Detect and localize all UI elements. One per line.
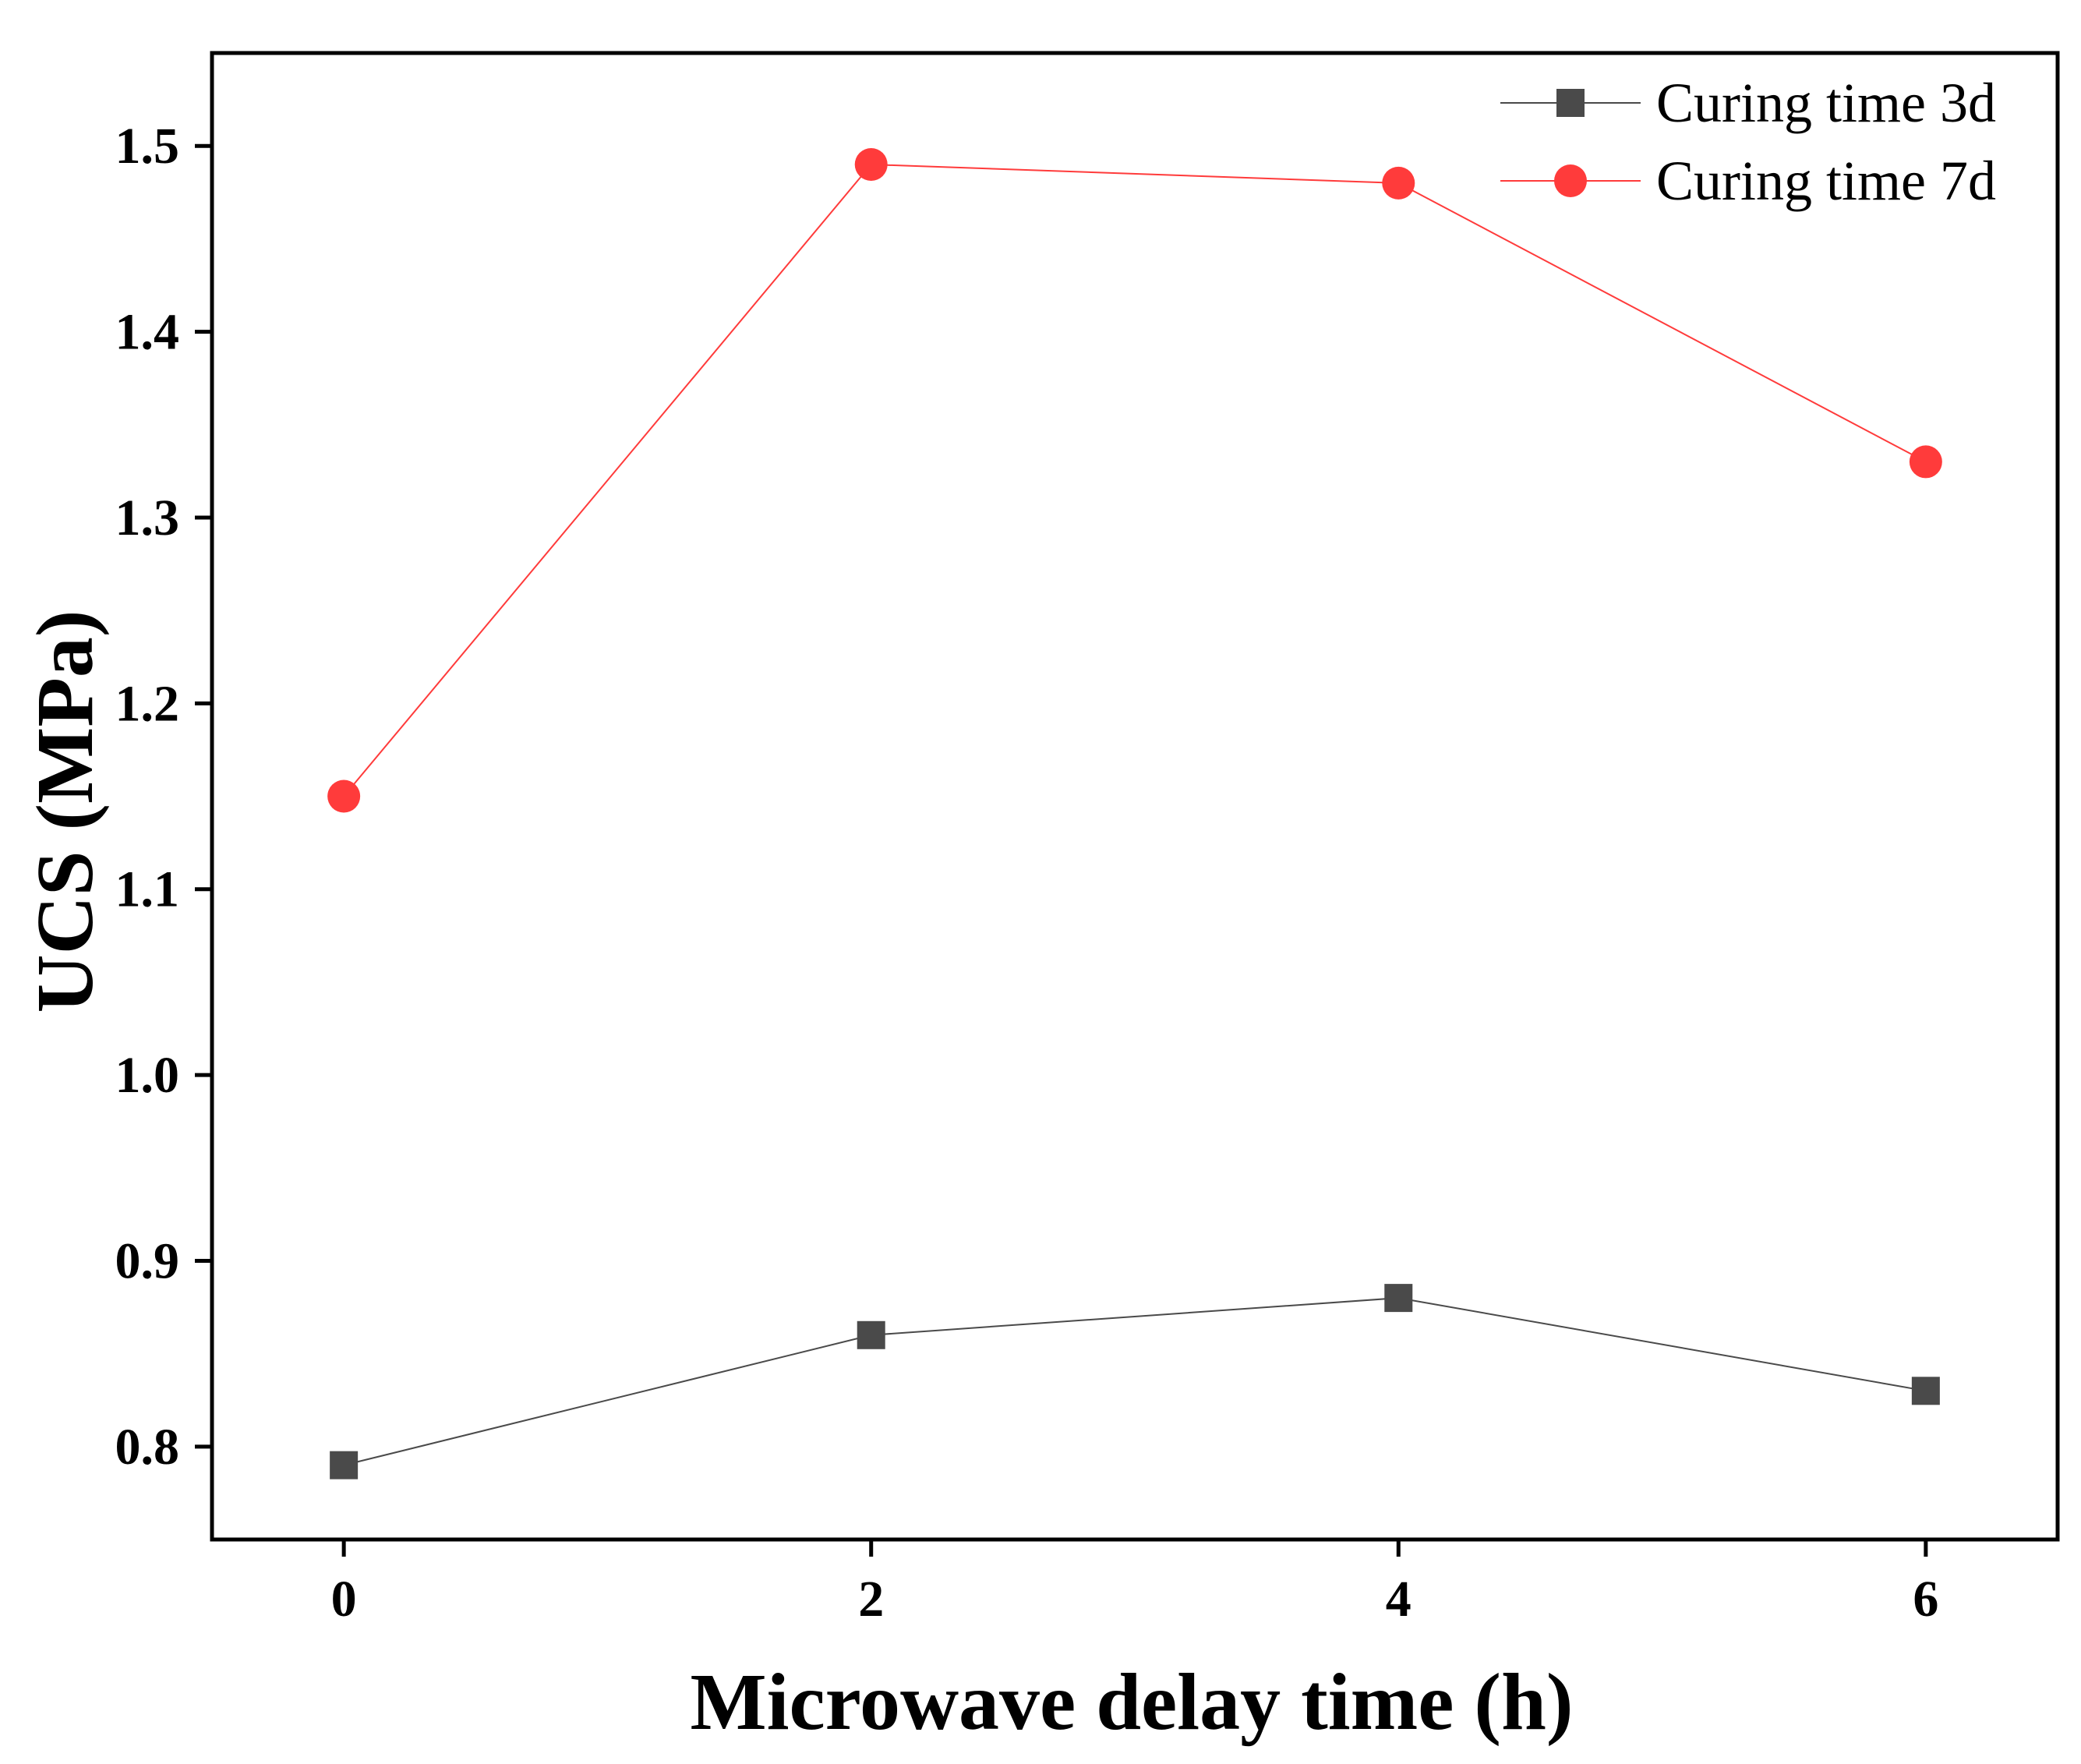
legend-label-1: Curing time 3d [1656, 72, 1996, 134]
data-point-7d [1382, 166, 1415, 200]
data-point-7d [854, 148, 888, 182]
data-point-3d [330, 1451, 359, 1479]
data-point-3d [857, 1320, 885, 1349]
series-line-2 [343, 164, 1927, 797]
data-point-3d [1911, 1377, 1940, 1405]
x-axis-title: Microwave delay time (h) [690, 1657, 1573, 1747]
legend-label-2: Curing time 7d [1656, 150, 1996, 212]
y-tick-label: 0.8 [115, 1419, 180, 1476]
x-tick-label: 4 [1386, 1571, 1411, 1628]
x-tick-label: 2 [858, 1571, 884, 1628]
plot-frame [210, 51, 2060, 1542]
y-tick-label: 0.9 [115, 1232, 180, 1289]
data-point-3d [1384, 1284, 1413, 1313]
y-tick-label: 1.4 [115, 304, 180, 361]
series-line-1 [343, 1297, 1927, 1466]
legend-marker-circle [1554, 164, 1587, 197]
y-axis-title: UCS (MPa) [20, 610, 110, 1013]
data-point-7d [1909, 445, 1942, 479]
y-tick-label: 1.2 [115, 675, 180, 732]
x-tick-label: 6 [1913, 1571, 1938, 1628]
legend-marker-square [1556, 89, 1585, 117]
y-tick-label: 1.3 [115, 490, 180, 546]
data-point-7d [327, 779, 361, 813]
y-tick-label: 1.1 [115, 861, 180, 918]
y-tick-label: 1.5 [115, 118, 180, 175]
y-tick-label: 1.0 [115, 1047, 180, 1104]
x-tick-label: 0 [331, 1571, 357, 1628]
